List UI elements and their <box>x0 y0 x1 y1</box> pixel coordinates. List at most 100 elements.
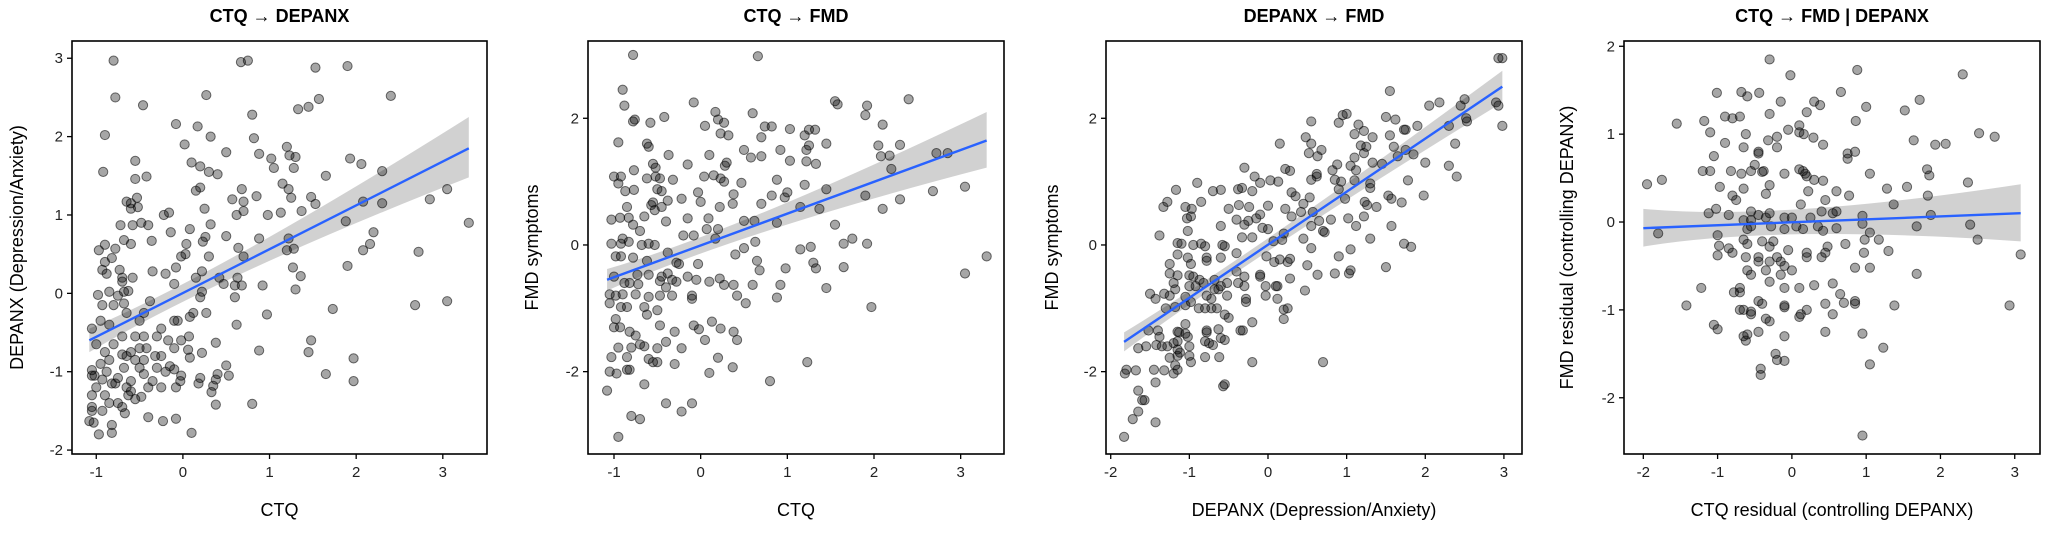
y-axis-label: DEPANX (Depression/Anxiety) <box>7 125 27 370</box>
data-point <box>782 187 793 198</box>
data-point <box>1367 132 1378 143</box>
data-point <box>810 158 822 169</box>
data-point <box>313 93 325 105</box>
data-point <box>147 266 158 277</box>
data-point <box>1273 176 1284 187</box>
data-point <box>1864 359 1875 370</box>
data-point <box>641 309 653 320</box>
x-tick-label: 3 <box>956 464 964 481</box>
data-point <box>660 216 672 227</box>
data-point <box>1233 277 1244 289</box>
data-point <box>123 285 134 297</box>
data-point <box>442 296 453 307</box>
data-point <box>686 293 698 304</box>
data-point <box>1262 224 1274 235</box>
data-point <box>1284 273 1296 284</box>
data-point <box>1962 177 1974 188</box>
data-point <box>1311 171 1322 182</box>
data-point <box>99 129 111 141</box>
data-point <box>606 238 617 249</box>
data-point <box>121 307 132 319</box>
data-point <box>627 219 639 230</box>
data-point <box>610 251 621 262</box>
data-point <box>682 159 693 170</box>
data-point <box>821 282 832 294</box>
data-point <box>138 368 150 380</box>
y-tick-label: 1 <box>55 207 63 224</box>
x-tick-label: -2 <box>1104 464 1117 481</box>
data-point <box>727 362 738 373</box>
data-point <box>1779 355 1790 366</box>
points <box>1118 53 1508 442</box>
data-point <box>1235 325 1246 336</box>
data-point <box>1785 70 1796 81</box>
data-point <box>1764 276 1775 287</box>
data-point <box>801 156 812 167</box>
data-point <box>1170 284 1181 295</box>
data-point <box>1358 125 1370 137</box>
data-point <box>1681 300 1692 311</box>
data-point <box>86 401 98 413</box>
data-point <box>196 266 208 277</box>
data-point <box>1753 209 1764 221</box>
data-point <box>221 147 232 158</box>
data-point <box>1215 252 1226 263</box>
data-point <box>1137 395 1148 406</box>
data-point <box>731 290 743 301</box>
data-point <box>1350 220 1362 232</box>
data-point <box>233 242 244 253</box>
x-tick-label: -1 <box>607 464 620 481</box>
data-point <box>104 397 115 409</box>
data-point <box>1201 255 1212 266</box>
data-point <box>626 342 637 353</box>
data-point <box>184 223 195 235</box>
data-point <box>1286 187 1297 198</box>
data-point <box>1809 280 1820 291</box>
y-axis-label: FMD residual (controlling DEPANX) <box>1557 106 1577 390</box>
data-point <box>1817 225 1829 236</box>
data-point <box>1154 230 1165 241</box>
data-point <box>169 278 180 290</box>
panel-border <box>1623 40 2041 455</box>
data-point <box>634 414 646 425</box>
data-point <box>799 179 810 190</box>
x-tick-label: 2 <box>1421 464 1429 481</box>
data-point <box>1760 188 1771 199</box>
data-point <box>310 198 321 210</box>
data-point <box>780 263 791 274</box>
data-point <box>1771 354 1783 366</box>
data-point <box>1133 343 1144 354</box>
data-point <box>108 300 119 311</box>
data-point <box>1311 168 1322 180</box>
data-point <box>1158 201 1169 213</box>
data-point <box>86 405 98 416</box>
data-point <box>1231 214 1242 225</box>
data-point <box>1973 128 1985 139</box>
data-point <box>884 150 895 161</box>
data-point <box>104 286 115 297</box>
y-axis-label: FMD symptoms <box>1042 185 1062 311</box>
data-point <box>1779 302 1790 313</box>
data-point <box>91 382 102 393</box>
data-point <box>1835 288 1846 300</box>
data-point <box>1213 284 1224 295</box>
data-point <box>877 119 888 130</box>
data-point <box>1188 239 1199 251</box>
data-point <box>1196 196 1207 207</box>
data-point <box>1168 368 1179 379</box>
data-point <box>131 192 143 203</box>
data-point <box>1801 107 1812 118</box>
x-tick-label: -1 <box>1183 464 1196 481</box>
data-point <box>1822 241 1833 252</box>
data-point <box>1172 237 1183 249</box>
data-point <box>1345 265 1356 276</box>
data-point <box>290 284 301 295</box>
data-point <box>1233 199 1244 211</box>
data-point <box>728 189 739 200</box>
data-point <box>218 278 229 290</box>
data-point <box>639 379 650 390</box>
data-point <box>903 94 914 105</box>
data-point <box>779 192 790 203</box>
data-point <box>875 151 887 162</box>
data-point <box>143 412 154 423</box>
